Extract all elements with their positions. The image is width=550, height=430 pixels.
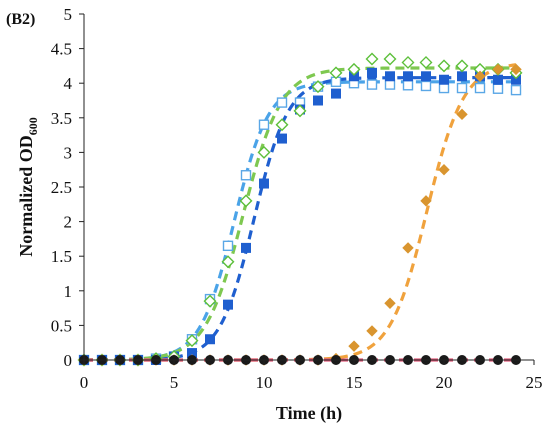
data-point-series-1 xyxy=(402,80,414,91)
y-axis-title-subscript: 600 xyxy=(26,117,40,135)
y-tick-label: 3.5 xyxy=(51,109,72,128)
y-tick-label: 3 xyxy=(64,143,73,162)
y-tick-label: 5 xyxy=(64,5,73,24)
y-tick-label: 1 xyxy=(64,282,73,301)
data-point-series-1 xyxy=(240,170,252,181)
data-point-series-1 xyxy=(474,82,486,94)
data-point-series-3 xyxy=(401,55,415,69)
data-point-series-1 xyxy=(258,119,270,130)
y-axis-title: Normalized OD600 xyxy=(16,117,40,256)
x-axis-title: Time (h) xyxy=(276,403,342,424)
y-tick-label: 1.5 xyxy=(51,247,72,266)
data-point-series-3 xyxy=(293,104,307,118)
data-point-series-4 xyxy=(492,63,504,76)
y-tick-label: 0.5 xyxy=(51,316,72,335)
data-point-series-1 xyxy=(438,82,450,94)
data-point-series-3 xyxy=(347,62,361,76)
data-point-series-4 xyxy=(348,340,360,352)
data-point-series-4 xyxy=(384,297,396,309)
panel-label: (B2) xyxy=(6,11,35,28)
x-tick-label: 0 xyxy=(80,373,89,392)
data-point-series-3 xyxy=(221,255,235,269)
data-point-series-2 xyxy=(457,71,467,82)
data-point-series-1 xyxy=(510,84,522,96)
plot-layer xyxy=(77,52,523,367)
y-tick-label: 2.5 xyxy=(51,178,72,197)
data-point-series-3 xyxy=(257,145,271,159)
data-point-series-4 xyxy=(366,325,378,337)
data-point-series-3 xyxy=(365,52,379,66)
fit-curve-series-1 xyxy=(83,80,516,362)
data-point-series-3 xyxy=(275,118,289,132)
x-tick-label: 25 xyxy=(526,373,543,392)
data-point-series-1 xyxy=(384,79,396,90)
data-point-series-2 xyxy=(259,178,269,189)
x-tick-label: 15 xyxy=(346,373,363,392)
data-point-series-2 xyxy=(421,71,431,82)
data-point-series-3 xyxy=(329,66,343,80)
x-tick-label: 20 xyxy=(436,373,453,392)
data-point-series-4 xyxy=(510,63,522,76)
data-point-series-2 xyxy=(313,95,323,106)
axes-layer: 0 0.5 1 1.5 2 2.5 3 3.5 4 4.5 5 0 5 10 15 20 25 xyxy=(51,5,543,392)
data-point-series-2 xyxy=(277,133,287,144)
x-tick-label: 5 xyxy=(170,373,179,392)
data-point-series-1 xyxy=(492,83,504,94)
data-point-series-4 xyxy=(402,242,414,254)
data-point-series-4 xyxy=(456,108,468,121)
data-point-series-2 xyxy=(385,71,395,82)
fit-curve-series-2 xyxy=(83,76,516,362)
x-tick-label: 10 xyxy=(256,373,273,392)
data-point-series-2 xyxy=(493,74,503,85)
data-point-series-3 xyxy=(185,334,199,348)
data-point-series-3 xyxy=(437,59,451,73)
y-tick-label: 0 xyxy=(64,351,73,370)
data-point-series-2 xyxy=(223,299,233,310)
data-point-series-1 xyxy=(456,82,468,94)
data-point-series-2 xyxy=(439,74,449,85)
data-point-series-2 xyxy=(367,67,377,78)
data-point-series-1 xyxy=(222,240,234,252)
data-point-series-1 xyxy=(420,80,432,92)
data-point-series-2 xyxy=(331,88,341,99)
data-point-series-2 xyxy=(241,242,251,253)
data-point-series-2 xyxy=(205,334,215,345)
data-point-series-3 xyxy=(455,59,469,73)
y-tick-label: 4 xyxy=(64,74,73,93)
data-point-series-1 xyxy=(366,79,378,90)
data-point-series-2 xyxy=(403,71,413,82)
data-point-series-3 xyxy=(383,52,397,66)
data-point-series-3 xyxy=(311,80,325,94)
y-axis-title-main: Normalized OD xyxy=(16,135,36,256)
y-tick-label: 2 xyxy=(64,213,73,232)
data-point-series-4 xyxy=(474,70,486,82)
y-tick-label: 4.5 xyxy=(51,40,72,59)
data-point-series-4 xyxy=(420,195,432,207)
data-point-series-3 xyxy=(419,55,433,69)
data-point-series-3 xyxy=(203,294,217,308)
labels-layer: (B2) Time (h) Normalized OD600 xyxy=(6,11,342,424)
data-point-series-3 xyxy=(239,194,253,208)
data-point-series-1 xyxy=(276,97,288,108)
data-point-series-4 xyxy=(438,163,450,176)
